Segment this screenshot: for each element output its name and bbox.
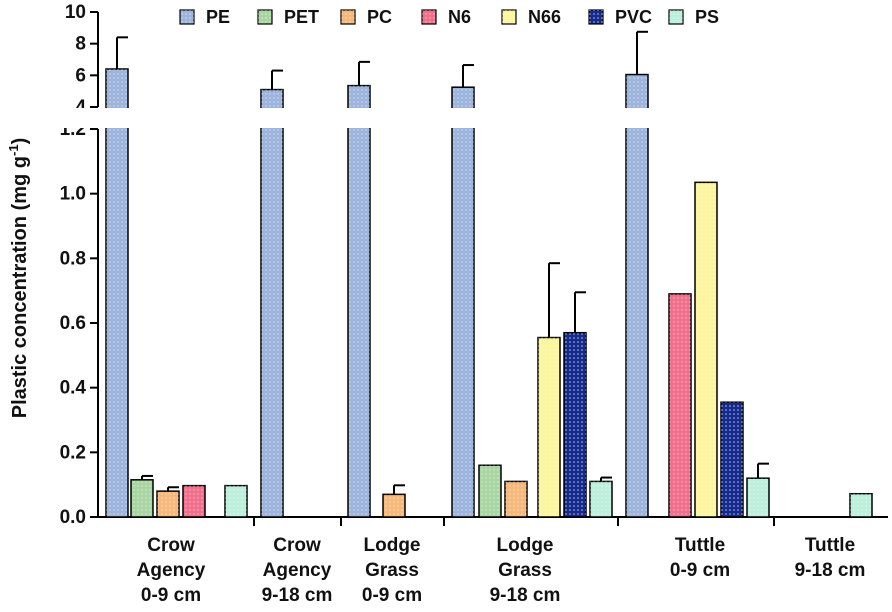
y-tick-label-lower: 0.8 <box>60 248 86 269</box>
error-bars <box>116 30 769 495</box>
bar-texture-pvc <box>721 402 743 517</box>
category-label-line: Grass <box>365 560 419 581</box>
legend-label-pet: PET <box>284 7 319 27</box>
bar-texture-ps <box>850 493 872 517</box>
bar-texture-n6 <box>669 293 691 517</box>
bar-texture-pvc <box>564 332 586 517</box>
bar-texture-pe <box>452 87 474 517</box>
bar-texture-n66 <box>695 182 717 517</box>
y-tick-label-upper: 6 <box>75 65 86 86</box>
y-tick-label-upper: 10 <box>65 2 86 23</box>
bar-texture-ps <box>225 485 247 517</box>
y-axis-title-close: ) <box>9 138 31 145</box>
bar-texture-pe <box>348 85 370 517</box>
y-tick-label-upper: 4 <box>75 97 86 118</box>
legend-swatch-texture-n66 <box>502 10 516 24</box>
bar-texture-pc <box>157 491 179 517</box>
legend-swatch-texture-pvc <box>589 10 603 24</box>
y-tick-label-lower: 0.2 <box>60 442 86 463</box>
legend-label-n66: N66 <box>528 7 561 27</box>
legend-label-pvc: PVC <box>615 7 652 27</box>
y-axis-title: Plastic concentration (mg g-1) <box>6 138 31 419</box>
bar-texture-pet <box>131 479 153 517</box>
legend: PE PET PC N6 N66 PVC PS <box>179 7 719 27</box>
category-label-line: Agency <box>137 560 206 581</box>
legend-label-pe: PE <box>206 7 230 27</box>
bar-texture-pe <box>261 89 283 517</box>
y-tick-label-lower: 1.0 <box>60 184 86 205</box>
legend-swatch-texture-pet <box>258 10 272 24</box>
legend-swatch-texture-ps <box>669 10 683 24</box>
bar-texture-ps <box>747 478 769 517</box>
y-axis-title-superscript: -1 <box>6 144 21 156</box>
bar-texture-ps <box>590 481 612 517</box>
legend-label-n6: N6 <box>448 7 471 27</box>
legend-swatch-texture-pc <box>341 10 355 24</box>
category-label-line: Crow <box>273 535 321 556</box>
legend-swatch-texture-pe <box>180 10 194 24</box>
bar-texture-pe <box>626 74 648 518</box>
axis-break-gap <box>0 108 892 128</box>
bar-texture-pet <box>479 465 501 517</box>
y-tick-label-upper: 8 <box>75 34 86 55</box>
y-tick-label-lower: 0.4 <box>60 378 87 399</box>
y-tick-label-lower: 0.0 <box>60 507 86 528</box>
bar-texture-n66 <box>538 337 560 517</box>
category-label-line: Lodge <box>497 535 554 556</box>
category-label-line: 9-18 cm <box>490 585 561 606</box>
category-label-line: Lodge <box>364 535 421 556</box>
svg-text:Plastic concentration (mg g-1): Plastic concentration (mg g-1) <box>6 138 31 419</box>
x-axis-labels: Crow Agency 0-9 cm Crow Agency 9-18 cm Lodge Gr… <box>137 535 866 606</box>
category-label-line: Tuttle <box>675 535 725 556</box>
y-axis-title-text: Plastic concentration (mg g <box>9 156 31 418</box>
y-tick-label-lower: 0.6 <box>60 313 86 334</box>
category-label-line: 0-9 cm <box>141 585 201 606</box>
axis-break <box>0 106 892 130</box>
category-label-line: 0-9 cm <box>362 585 422 606</box>
category-label-line: Crow <box>147 535 195 556</box>
legend-label-ps: PS <box>695 7 719 27</box>
category-label-line: Grass <box>498 560 552 581</box>
bar-texture-pc <box>505 481 527 517</box>
category-label-line: Tuttle <box>805 535 855 556</box>
legend-swatch-texture-n6 <box>422 10 436 24</box>
category-label-line: 0-9 cm <box>670 560 730 581</box>
bar-texture-pe <box>106 69 128 517</box>
bar-texture-pc <box>383 494 405 517</box>
category-label-line: Agency <box>263 560 332 581</box>
category-label-line: 9-18 cm <box>795 560 866 581</box>
legend-label-pc: PC <box>367 7 392 27</box>
category-label-line: 9-18 cm <box>262 585 333 606</box>
bar-texture-n6 <box>183 485 205 517</box>
bars <box>105 68 873 518</box>
